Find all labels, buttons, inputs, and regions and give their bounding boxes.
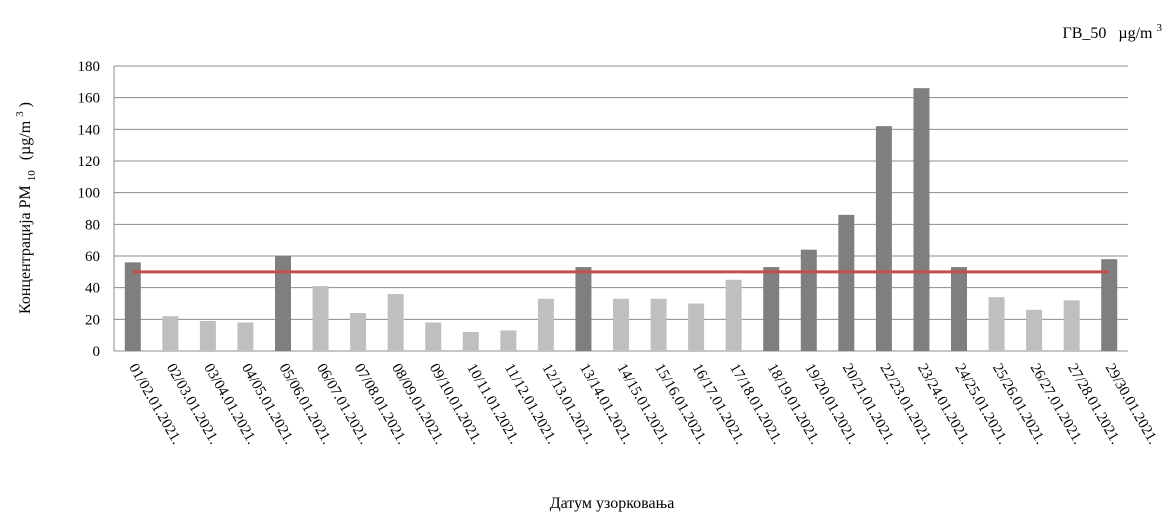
bar [425, 322, 442, 351]
bar [312, 286, 329, 351]
y-tick-label: 80 [85, 217, 100, 233]
legend-unit: µg/m [1118, 25, 1153, 42]
bars [124, 88, 1118, 352]
bar [124, 262, 141, 351]
legend-limit: ГВ_50 µg/m 3 [1062, 22, 1162, 42]
bar [1101, 259, 1118, 351]
bar [275, 256, 291, 351]
bar [951, 267, 967, 351]
y-tick-label: 20 [85, 312, 100, 328]
bar [763, 267, 780, 351]
bar [725, 279, 742, 351]
bar [387, 294, 404, 351]
y-tick-label: 120 [78, 154, 101, 170]
x-axis-category-labels: 01/02.01.2021.02/03.01.2021.03/04.01.202… [125, 361, 1161, 447]
bar [500, 330, 517, 351]
bar [537, 298, 554, 351]
bar [1063, 300, 1080, 351]
bar [688, 303, 705, 351]
bar [875, 126, 892, 352]
bar [650, 298, 667, 351]
y-axis-title: Концентрација PM 10 (µg/m 3 ) [10, 102, 39, 314]
bar [838, 214, 855, 351]
y-axis-ticks: 0 20 40 60 80 100 120 140 160 180 [78, 59, 101, 360]
bar [462, 332, 479, 351]
legend-unit-sup: 3 [1157, 22, 1163, 34]
y-axis-title-unit-sup: 3 [14, 111, 26, 117]
bar [800, 249, 817, 351]
bar [1026, 309, 1043, 351]
y-axis-title-prefix: Концентрација PM [17, 185, 34, 314]
y-tick-label: 180 [78, 59, 101, 75]
y-axis-title-unit-close: ) [17, 102, 34, 107]
x-axis-title: Датум узорковања [550, 495, 675, 512]
legend-label: ГВ_50 [1062, 25, 1106, 42]
y-tick-label: 0 [93, 344, 101, 360]
bar [913, 88, 930, 352]
bar [237, 322, 254, 351]
y-tick-label: 40 [85, 281, 100, 297]
bar [162, 316, 179, 351]
bar [350, 313, 367, 351]
y-tick-label: 60 [85, 249, 100, 265]
y-axis-title-sub: 10 [26, 170, 38, 182]
y-tick-label: 100 [78, 186, 101, 202]
y-tick-label: 140 [78, 122, 101, 138]
bar [199, 320, 216, 351]
bar [575, 267, 592, 351]
y-tick-label: 160 [78, 91, 101, 107]
bar [613, 298, 629, 351]
y-axis-title-unit: (µg/m [17, 120, 34, 160]
bar [988, 297, 1005, 351]
